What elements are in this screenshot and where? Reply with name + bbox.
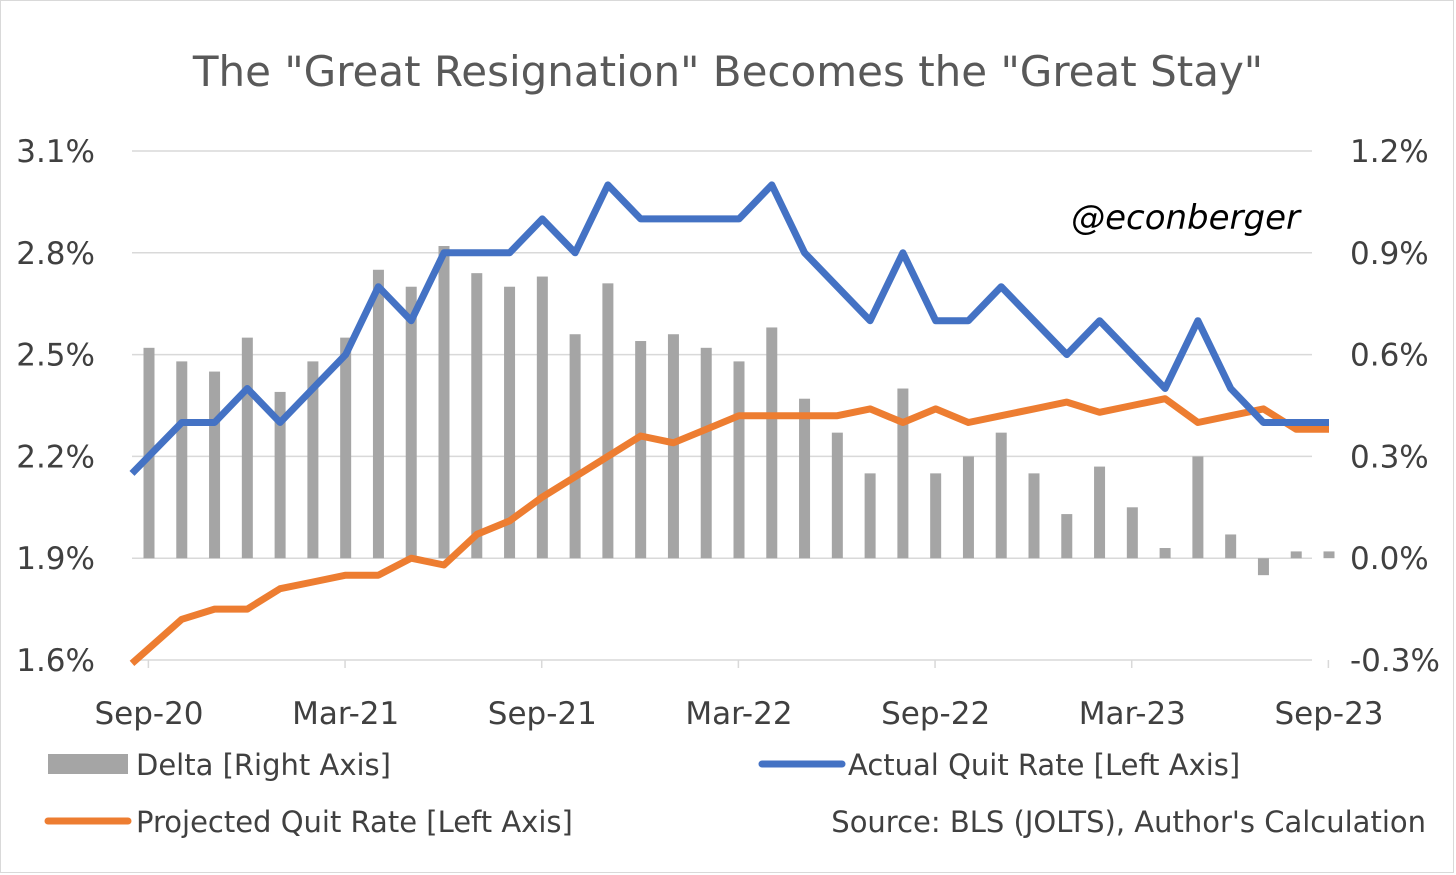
left-tick-label: 2.5%: [16, 338, 95, 374]
delta-bar: [799, 398, 811, 559]
delta-bar: [1225, 534, 1237, 559]
watermark: @econberger: [1071, 198, 1302, 238]
x-tick-label: Mar-22: [685, 696, 792, 732]
delta-bar: [504, 286, 516, 559]
left-tick-label: 1.6%: [16, 643, 95, 679]
delta-bars: [143, 246, 1335, 576]
projected-quit-rate-line: [129, 395, 1329, 667]
delta-bar: [340, 337, 352, 559]
delta-bar: [1192, 456, 1204, 559]
legend-label-actual: Actual Quit Rate [Left Axis]: [848, 748, 1240, 782]
left-tick-label: 1.9%: [16, 541, 95, 577]
delta-bar: [700, 347, 712, 559]
delta-bar: [372, 269, 384, 559]
delta-bar: [602, 283, 614, 559]
delta-bar: [1290, 551, 1302, 559]
chart-title: The "Great Resignation" Becomes the "Gre…: [192, 47, 1263, 96]
delta-bar: [241, 337, 253, 559]
delta-bar: [1159, 548, 1171, 559]
delta-bar: [995, 432, 1007, 559]
x-tick-label: Sep-22: [881, 696, 990, 732]
delta-bar: [274, 391, 286, 559]
x-tick-label: Sep-20: [94, 696, 203, 732]
x-tick-label: Mar-21: [292, 696, 399, 732]
legend-swatch-delta: [48, 754, 128, 774]
right-tick-label: 1.2%: [1350, 134, 1429, 170]
delta-bar: [930, 473, 942, 559]
left-axis-ticks: 3.1% 2.8% 2.5% 2.2% 1.9% 1.6%: [16, 134, 95, 679]
delta-bar: [536, 276, 548, 559]
delta-bar: [766, 327, 778, 559]
right-tick-label: 0.6%: [1350, 338, 1429, 374]
left-tick-label: 3.1%: [16, 134, 95, 170]
gridlines: [132, 150, 1312, 661]
delta-bar: [831, 432, 843, 559]
left-tick-label: 2.2%: [16, 439, 95, 475]
actual-quit-rate-line: [129, 181, 1329, 476]
delta-bar: [635, 341, 647, 559]
right-tick-label: 0.0%: [1350, 541, 1429, 577]
delta-bar: [307, 361, 319, 559]
delta-bar: [1061, 514, 1073, 559]
delta-bar: [733, 361, 745, 559]
quit-rate-lines: [129, 181, 1329, 667]
delta-bar: [176, 361, 188, 559]
delta-bar: [1094, 466, 1106, 559]
right-axis-ticks: 1.2% 0.9% 0.6% 0.3% 0.0% -0.3%: [1350, 134, 1440, 679]
delta-bar: [1028, 473, 1040, 559]
delta-bar: [1126, 507, 1138, 559]
right-tick-label: 0.3%: [1350, 439, 1429, 475]
delta-bar: [405, 286, 417, 559]
x-tick-label: Sep-23: [1274, 696, 1383, 732]
legend-label-delta: Delta [Right Axis]: [136, 748, 391, 782]
delta-bar: [864, 473, 876, 559]
legend: Delta [Right Axis] Actual Quit Rate [Lef…: [44, 748, 1240, 839]
x-tick-label: Sep-21: [488, 696, 597, 732]
delta-bar: [962, 456, 974, 559]
legend-label-projected: Projected Quit Rate [Left Axis]: [136, 805, 573, 839]
right-tick-label: 0.9%: [1350, 236, 1429, 272]
delta-bar: [471, 273, 483, 559]
x-axis-ticks: Sep-20 Mar-21 Sep-21 Mar-22 Sep-22 Mar-23 Sep-…: [94, 660, 1384, 732]
delta-bar: [1323, 551, 1335, 559]
left-tick-label: 2.8%: [16, 236, 95, 272]
right-tick-label: -0.3%: [1350, 643, 1440, 679]
delta-bar: [1257, 558, 1269, 576]
delta-bar: [209, 371, 221, 559]
delta-bar: [438, 246, 450, 559]
x-tick-label: Mar-23: [1079, 696, 1186, 732]
source-note: Source: BLS (JOLTS), Author's Calculatio…: [831, 805, 1426, 839]
delta-bar: [569, 334, 581, 559]
delta-bar: [897, 388, 909, 559]
